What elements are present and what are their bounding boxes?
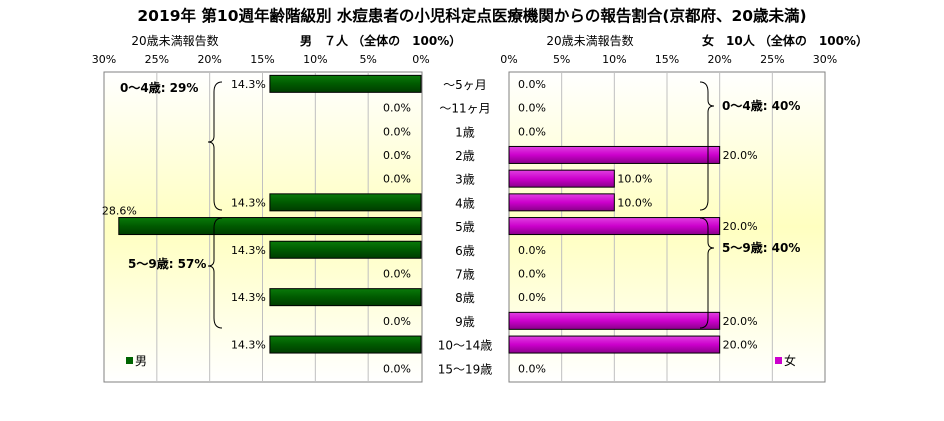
- male-annotation-5-9: 5～9歳: 57%: [128, 256, 206, 271]
- female-bar: [508, 145, 721, 164]
- male-bar: [118, 217, 422, 236]
- category-label: ～5ヶ月: [443, 78, 487, 92]
- male-bar: [269, 288, 422, 307]
- male-tick-label: 0%: [412, 53, 429, 66]
- male-value-label: 0.0%: [383, 125, 411, 138]
- female-value-label: 10.0%: [617, 196, 652, 209]
- male-value-label: 0.0%: [383, 149, 411, 162]
- male-tick-label: 25%: [145, 53, 169, 66]
- category-label: 9歳: [455, 315, 475, 329]
- male-value-label: 0.0%: [383, 173, 411, 186]
- female-bar: [508, 193, 615, 212]
- male-legend-label: 男: [135, 354, 147, 368]
- male-bar: [269, 240, 422, 259]
- female-tick-label: 5%: [553, 53, 570, 66]
- category-label: 4歳: [455, 196, 475, 210]
- male-legend-swatch: [126, 357, 133, 364]
- female-annotation-0-4: 0～4歳: 40%: [722, 98, 800, 113]
- female-axis-ticks: 0% 5% 10% 15% 20% 25% 30%: [500, 53, 837, 66]
- female-value-labels: 0.0% 0.0% 0.0% 20.0% 10.0% 10.0% 20.0% 0.0% 0.0%…: [518, 78, 758, 375]
- male-bar: [269, 335, 422, 354]
- category-labels: ～5ヶ月 ～11ヶ月 1歳 2歳 3歳 4歳 5歳 6歳 7歳 8歳 9歳 10～14歳 15～19歳: [438, 78, 493, 376]
- male-value-label: 0.0%: [383, 362, 411, 375]
- male-value-labels: 14.3% 0.0% 0.0% 0.0% 0.0% 14.3% 28.6% 14.3% 0.0%…: [102, 78, 411, 375]
- female-value-label: 20.0%: [723, 220, 758, 233]
- female-value-label: 0.0%: [518, 291, 546, 304]
- male-panel: 0% 5% 10% 15% 20% 25% 30% 20歳未満報告数 男 ７人 （全体の 1…: [92, 33, 461, 383]
- female-brace-0-4: [699, 81, 715, 211]
- male-tick-label: 30%: [92, 53, 116, 66]
- female-annotation-5-9: 5～9歳: 40%: [722, 240, 800, 255]
- male-value-label: 14.3%: [231, 244, 266, 257]
- male-value-label: 14.3%: [231, 291, 266, 304]
- female-bar: [508, 169, 615, 188]
- category-label: 7歳: [455, 267, 475, 281]
- category-label: 15～19歳: [438, 362, 493, 376]
- female-value-label: 0.0%: [518, 125, 546, 138]
- female-tick-label: 25%: [760, 53, 784, 66]
- category-label: 6歳: [455, 244, 475, 258]
- male-tick-label: 5%: [359, 53, 376, 66]
- category-label: 3歳: [455, 173, 475, 187]
- male-tick-label: 10%: [303, 53, 327, 66]
- female-brace-5-9: [699, 217, 715, 329]
- male-value-label: 28.6%: [102, 205, 137, 218]
- female-value-label: 10.0%: [617, 173, 652, 186]
- female-legend-swatch: [775, 357, 782, 364]
- male-value-label: 0.0%: [383, 267, 411, 280]
- female-value-label: 20.0%: [723, 339, 758, 352]
- male-value-label: 14.3%: [231, 339, 266, 352]
- male-bar: [269, 193, 422, 212]
- female-header: 女 10人 （全体の 100%）: [702, 33, 868, 48]
- female-value-label: 0.0%: [518, 267, 546, 280]
- male-bar: [269, 74, 422, 93]
- category-label: ～11ヶ月: [439, 102, 490, 116]
- female-axis-title: 20歳未満報告数: [546, 33, 633, 48]
- female-legend-label: 女: [784, 353, 796, 368]
- male-value-label: 14.3%: [231, 196, 266, 209]
- male-annotation-0-4: 0～4歳: 29%: [120, 80, 198, 95]
- female-tick-label: 20%: [707, 53, 731, 66]
- category-label: 8歳: [455, 291, 475, 305]
- category-label: 1歳: [455, 125, 475, 139]
- male-value-label: 0.0%: [383, 315, 411, 328]
- male-axis-title: 20歳未満報告数: [131, 33, 218, 48]
- female-gridlines: [561, 72, 773, 382]
- female-value-label: 0.0%: [518, 244, 546, 257]
- category-label: 10～14歳: [438, 339, 493, 353]
- male-header: 男 ７人 （全体の 100%）: [300, 33, 461, 48]
- female-bar: [508, 335, 721, 354]
- male-bars: [118, 74, 422, 354]
- chart-title: 2019年 第10週年齢階級別 水痘患者の小児科定点医療機関からの報告割合(京都…: [137, 6, 806, 25]
- male-brace-5-9: [207, 217, 223, 329]
- category-label: 5歳: [455, 220, 475, 234]
- female-panel: 0% 5% 10% 15% 20% 25% 30% 20歳未満報告数 女 10人 （全体の …: [500, 33, 868, 383]
- male-value-label: 14.3%: [231, 78, 266, 91]
- female-value-label: 0.0%: [518, 78, 546, 91]
- female-tick-label: 10%: [602, 53, 626, 66]
- male-brace-0-4: [207, 81, 223, 211]
- female-value-label: 0.0%: [518, 362, 546, 375]
- female-value-label: 0.0%: [518, 102, 546, 115]
- female-bar: [508, 311, 721, 330]
- female-bars: [508, 145, 721, 354]
- male-tick-label: 15%: [250, 53, 274, 66]
- female-tick-label: 30%: [813, 53, 837, 66]
- male-axis-ticks: 0% 5% 10% 15% 20% 25% 30%: [92, 53, 430, 66]
- female-bar: [508, 217, 721, 236]
- female-tick-label: 15%: [655, 53, 679, 66]
- male-value-label: 0.0%: [383, 102, 411, 115]
- female-tick-label: 0%: [500, 53, 517, 66]
- female-value-label: 20.0%: [723, 315, 758, 328]
- category-label: 2歳: [455, 149, 475, 163]
- female-value-label: 20.0%: [723, 149, 758, 162]
- male-tick-label: 20%: [197, 53, 221, 66]
